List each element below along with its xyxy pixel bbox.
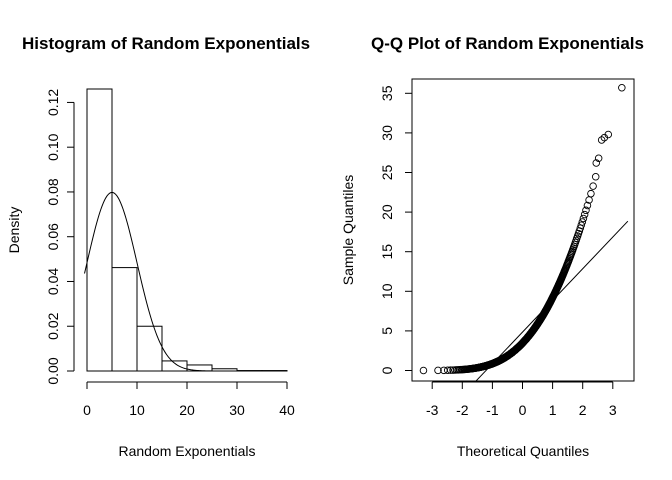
qq-x-tick-label: 1 bbox=[549, 402, 557, 418]
qq-point bbox=[592, 159, 600, 167]
histogram-x-axis: 0 10 20 30 40 bbox=[83, 381, 295, 418]
qq-x-tick-label: -1 bbox=[486, 402, 499, 418]
qq-point bbox=[434, 366, 442, 375]
qq-point bbox=[582, 206, 590, 215]
histogram-y-tick-label: 0.12 bbox=[45, 89, 61, 116]
histogram-y-axis: 0.00 0.02 0.04 0.06 0.08 0.10 0.12 bbox=[45, 89, 75, 385]
histogram-bar bbox=[86, 88, 113, 372]
qq-point bbox=[578, 218, 587, 226]
qq-point bbox=[591, 172, 600, 181]
histogram-title: Histogram of Random Exponentials bbox=[22, 34, 310, 53]
qq-points bbox=[419, 84, 626, 375]
histogram-bar bbox=[161, 360, 188, 372]
histogram-x-tick-label: 20 bbox=[179, 402, 195, 418]
histogram-bar bbox=[111, 267, 138, 372]
qq-y-tick-label: 25 bbox=[379, 165, 395, 181]
qq-point bbox=[419, 366, 428, 375]
qq-point bbox=[580, 210, 589, 219]
qq-y-tick-label: 5 bbox=[379, 327, 395, 335]
histogram-title-mask bbox=[336, 28, 354, 56]
qq-x-tick-label: -2 bbox=[456, 402, 469, 418]
qq-y-tick-label: 10 bbox=[379, 283, 395, 299]
histogram-panel: Histogram of Random Exponentials Random … bbox=[6, 28, 354, 459]
qq-point bbox=[446, 366, 455, 374]
qq-y-label: Sample Quantiles bbox=[340, 175, 356, 286]
histogram-x-tick-label: 10 bbox=[129, 402, 145, 418]
histogram-y-tick-label: 0.02 bbox=[45, 312, 61, 339]
qq-y-tick-label: 15 bbox=[379, 244, 395, 260]
histogram-x-tick-label: 30 bbox=[229, 402, 245, 418]
qq-panel: Q-Q Plot of Random Exponentials Theoreti… bbox=[340, 34, 644, 459]
qq-point bbox=[589, 182, 597, 190]
qq-point bbox=[577, 221, 585, 229]
qq-y-axis: 0 5 10 15 20 25 30 35 bbox=[379, 85, 413, 374]
qq-x-tick-label: -3 bbox=[426, 402, 439, 418]
histogram-y-tick-label: 0.06 bbox=[45, 223, 61, 250]
qq-x-label: Theoretical Quantiles bbox=[457, 443, 589, 459]
qq-point bbox=[618, 84, 626, 92]
qq-point bbox=[604, 130, 613, 139]
histogram-y-label: Density bbox=[6, 207, 22, 254]
histogram-y-tick-label: 0.10 bbox=[45, 133, 61, 160]
qq-y-tick-label: 20 bbox=[379, 204, 395, 220]
qq-x-axis: -3 -2 -1 0 1 2 3 bbox=[426, 381, 617, 418]
histogram-x-tick-label: 40 bbox=[279, 402, 295, 418]
histogram-y-tick-label: 0.00 bbox=[45, 357, 61, 384]
histogram-x-tick-label: 0 bbox=[83, 402, 91, 418]
qq-point bbox=[583, 201, 592, 210]
histogram-y-tick-label: 0.04 bbox=[45, 268, 61, 295]
histogram-bars bbox=[86, 88, 288, 372]
qq-x-tick-label: 3 bbox=[609, 402, 617, 418]
qq-plot-box bbox=[411, 78, 635, 382]
qq-y-tick-label: 35 bbox=[379, 85, 395, 101]
qq-x-tick-label: 0 bbox=[519, 402, 527, 418]
histogram-y-tick-label: 0.08 bbox=[45, 178, 61, 205]
qq-point bbox=[587, 189, 595, 198]
qq-title: Q-Q Plot of Random Exponentials bbox=[371, 34, 644, 53]
qq-point bbox=[597, 136, 606, 144]
qq-y-tick-label: 0 bbox=[379, 366, 395, 374]
qq-point bbox=[579, 214, 588, 223]
histogram-x-label: Random Exponentials bbox=[119, 443, 256, 459]
qq-x-tick-label: 2 bbox=[579, 402, 587, 418]
qq-point bbox=[443, 366, 452, 374]
qq-point bbox=[594, 154, 603, 162]
histogram-bar bbox=[136, 325, 163, 372]
density-curve bbox=[84, 191, 287, 372]
qq-y-tick-label: 30 bbox=[379, 125, 395, 141]
